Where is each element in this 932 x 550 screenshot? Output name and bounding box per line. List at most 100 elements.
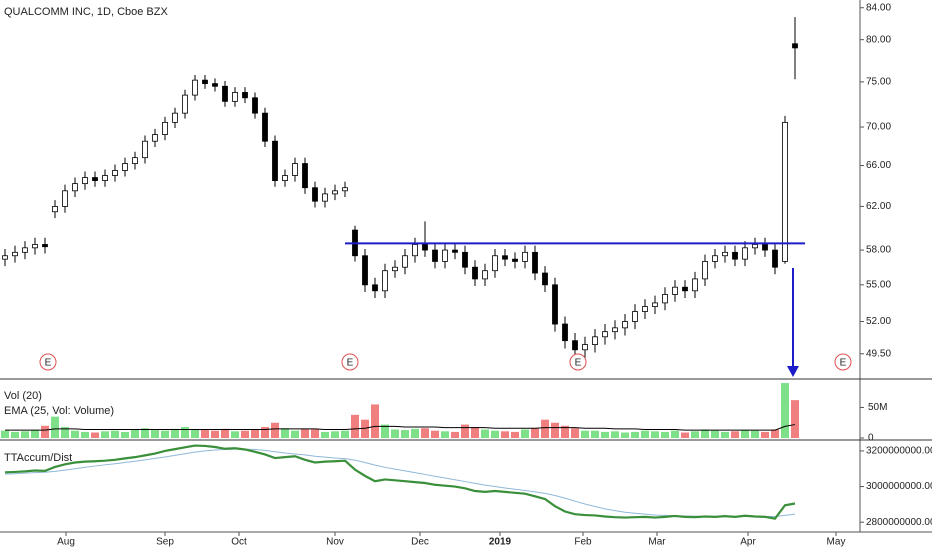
- ema-title: EMA (25, Vol: Volume): [4, 405, 114, 417]
- candle-body: [532, 251, 538, 274]
- candle-body: [172, 112, 178, 123]
- candle-body: [152, 134, 158, 142]
- x-tick-label: May: [827, 537, 846, 548]
- volume-bar: [561, 425, 569, 438]
- volume-bar: [411, 428, 419, 438]
- indicator-y-tick-label: 3200000000.00: [866, 446, 932, 457]
- volume-bar: [61, 427, 69, 438]
- candle-body: [462, 251, 468, 268]
- x-tick-label: 2019: [489, 537, 512, 548]
- candle-body: [92, 177, 98, 181]
- volume-bar: [121, 431, 129, 438]
- volume-bar: [231, 431, 239, 438]
- y-tick-label: 84.00: [866, 2, 891, 13]
- volume-bar: [381, 424, 389, 438]
- volume-bar: [31, 430, 39, 438]
- volume-ema: [5, 424, 796, 431]
- candle-body: [672, 286, 678, 295]
- candle-body: [212, 83, 218, 87]
- candle-body: [692, 278, 698, 292]
- candle-body: [572, 340, 578, 351]
- volume-bar: [481, 429, 489, 438]
- candle-body: [702, 261, 708, 280]
- candle-body: [442, 249, 448, 262]
- candle-body: [632, 311, 638, 322]
- arrow-head: [787, 366, 799, 377]
- volume-bar: [521, 429, 529, 438]
- candle-body: [52, 206, 58, 213]
- event-marker: [834, 353, 852, 371]
- volume-bar: [21, 431, 29, 438]
- y-tick-label: 55.00: [866, 279, 891, 290]
- candle-body: [2, 255, 8, 260]
- volume-bar: [761, 431, 769, 438]
- volume-bar: [401, 430, 409, 438]
- y-tick-label: 70.00: [866, 122, 891, 133]
- event-label: E: [840, 358, 847, 369]
- volume-bar: [371, 404, 379, 438]
- volume-bar: [541, 419, 549, 438]
- volume-bar: [201, 430, 209, 438]
- candle-body: [292, 163, 298, 176]
- volume-bar: [281, 428, 289, 438]
- candle-body: [342, 187, 348, 192]
- indicator-title: TTAccum/Dist: [4, 452, 72, 464]
- volume-bar: [51, 416, 59, 438]
- volume-bar: [241, 430, 249, 438]
- volume-bar: [601, 431, 609, 438]
- candle-body: [182, 94, 188, 114]
- candle-body: [792, 43, 798, 49]
- event-label: E: [575, 358, 582, 369]
- event-marker: [39, 353, 57, 371]
- x-tick-label: Feb: [574, 537, 592, 548]
- candle-body: [392, 266, 398, 272]
- candle-body: [542, 272, 548, 286]
- candle-body: [82, 177, 88, 185]
- candle-body: [232, 92, 238, 102]
- y-tick-label: 80.00: [866, 34, 891, 45]
- candle-body: [142, 140, 148, 159]
- candle-body: [22, 247, 28, 253]
- candle-body: [602, 331, 608, 338]
- y-tick-label: 52.00: [866, 316, 891, 327]
- candle-body: [412, 244, 418, 257]
- y-tick-label: 49.50: [866, 348, 891, 359]
- indicator-y-tick-label: 3000000000.00: [866, 481, 932, 492]
- candle-body: [202, 79, 208, 85]
- volume-bar: [631, 431, 639, 438]
- event-marker: [341, 353, 359, 371]
- x-tick-label: Oct: [231, 537, 247, 548]
- volume-bar: [441, 431, 449, 438]
- volume-bar: [581, 430, 589, 438]
- volume-bar: [141, 428, 149, 438]
- candle-body: [322, 193, 328, 202]
- candle-body: [192, 79, 198, 96]
- candle-body: [372, 284, 378, 292]
- candle-body: [282, 175, 288, 181]
- candle-body: [132, 157, 138, 164]
- volume-bar: [11, 431, 19, 438]
- volume-bar: [191, 429, 199, 438]
- candle-body: [722, 251, 728, 257]
- candle-body: [732, 251, 738, 260]
- volume-bar: [131, 429, 139, 438]
- volume-bar: [611, 431, 619, 438]
- volume-bar: [511, 431, 519, 438]
- candle-body: [752, 244, 758, 249]
- candle-body: [302, 163, 308, 189]
- candle-body: [102, 175, 108, 181]
- volume-y-tick-label: 0: [868, 433, 874, 444]
- indicator-line: [4, 444, 796, 520]
- x-tick-label: Dec: [411, 537, 429, 548]
- volume-bar: [621, 432, 629, 438]
- volume-bar: [321, 431, 329, 438]
- candle-body: [472, 266, 478, 280]
- volume-bar: [111, 430, 119, 438]
- volume-bar: [751, 430, 759, 438]
- candle-body: [772, 249, 778, 268]
- x-tick-label: Nov: [326, 537, 344, 548]
- volume-bar: [721, 431, 729, 438]
- candle-body: [272, 140, 278, 181]
- candle-body: [482, 270, 488, 280]
